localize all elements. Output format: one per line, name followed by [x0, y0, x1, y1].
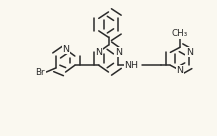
Text: Br: Br [36, 68, 45, 77]
Text: NH: NH [124, 61, 138, 70]
Text: N: N [62, 45, 69, 54]
Text: CH₃: CH₃ [172, 30, 188, 38]
Text: N: N [177, 66, 184, 75]
Text: N: N [95, 47, 102, 57]
Text: N: N [186, 48, 193, 57]
Text: N: N [115, 47, 122, 57]
